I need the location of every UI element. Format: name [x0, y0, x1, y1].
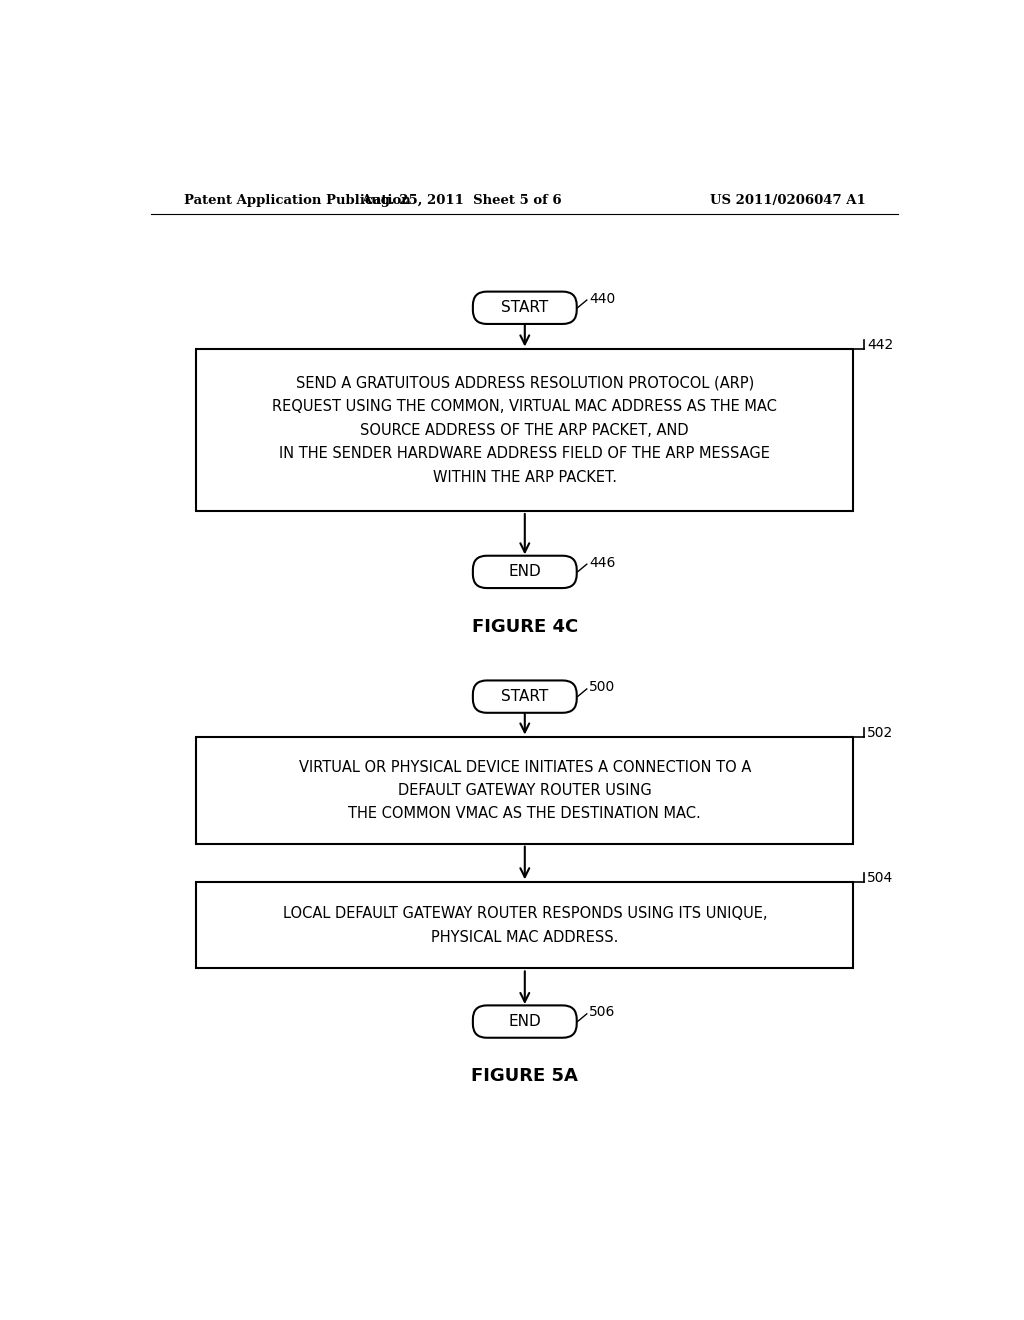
Text: 440: 440: [589, 292, 615, 305]
Bar: [197, 350, 853, 511]
FancyBboxPatch shape: [473, 556, 577, 589]
Text: FIGURE 4C: FIGURE 4C: [472, 618, 578, 635]
FancyBboxPatch shape: [473, 1006, 577, 1038]
FancyBboxPatch shape: [473, 681, 577, 713]
Text: START: START: [501, 300, 549, 315]
Text: 506: 506: [589, 1006, 615, 1019]
Text: 500: 500: [589, 680, 615, 694]
FancyBboxPatch shape: [473, 292, 577, 323]
Text: 442: 442: [867, 338, 894, 351]
Bar: [197, 882, 853, 969]
Text: END: END: [509, 565, 541, 579]
Text: 504: 504: [867, 871, 894, 884]
Bar: [197, 738, 853, 843]
Text: VIRTUAL OR PHYSICAL DEVICE INITIATES A CONNECTION TO A
DEFAULT GATEWAY ROUTER US: VIRTUAL OR PHYSICAL DEVICE INITIATES A C…: [299, 760, 751, 821]
Text: US 2011/0206047 A1: US 2011/0206047 A1: [710, 194, 866, 207]
Text: START: START: [501, 689, 549, 704]
Text: Aug. 25, 2011  Sheet 5 of 6: Aug. 25, 2011 Sheet 5 of 6: [360, 194, 561, 207]
Text: 446: 446: [589, 556, 615, 570]
Text: LOCAL DEFAULT GATEWAY ROUTER RESPONDS USING ITS UNIQUE,
PHYSICAL MAC ADDRESS.: LOCAL DEFAULT GATEWAY ROUTER RESPONDS US…: [283, 906, 767, 945]
Text: Patent Application Publication: Patent Application Publication: [183, 194, 411, 207]
Text: END: END: [509, 1014, 541, 1030]
Text: SEND A GRATUITOUS ADDRESS RESOLUTION PROTOCOL (ARP)
REQUEST USING THE COMMON, VI: SEND A GRATUITOUS ADDRESS RESOLUTION PRO…: [272, 376, 777, 484]
Text: 502: 502: [867, 726, 894, 739]
Text: FIGURE 5A: FIGURE 5A: [471, 1068, 579, 1085]
